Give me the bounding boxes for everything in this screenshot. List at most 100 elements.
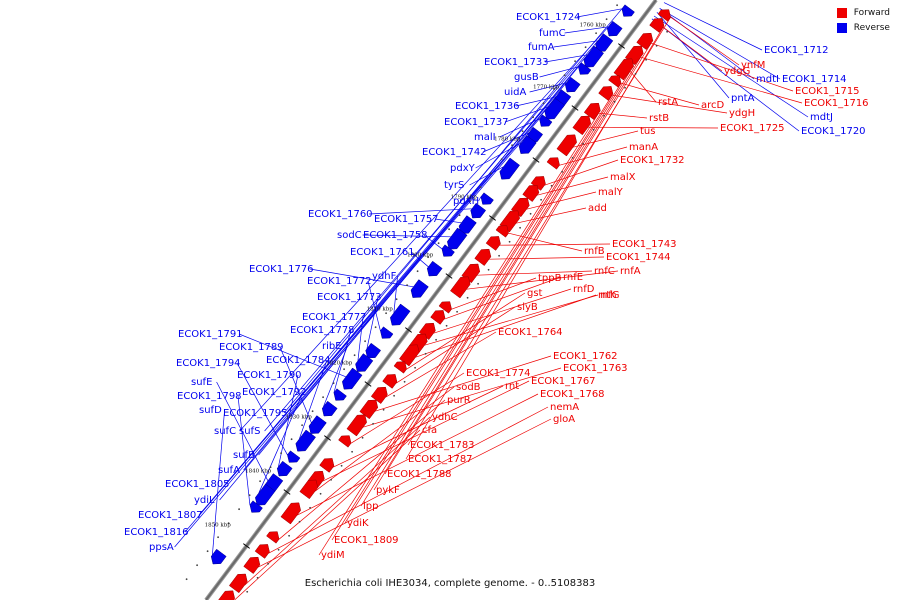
- reverse-gene-arrow: [470, 202, 487, 219]
- legend-reverse-label: Reverse: [853, 23, 890, 33]
- reverse-label-leader: [264, 40, 599, 432]
- reverse-gene-arrow: [295, 429, 316, 452]
- reverse-gene-arrow: [380, 326, 394, 339]
- track-dot: [448, 228, 450, 231]
- forward-label-leader: [443, 276, 562, 320]
- reverse-label-leader: [323, 345, 348, 407]
- forward-gene-label: ECOK1_1767: [531, 376, 596, 387]
- forward-gene-label: malY: [598, 187, 624, 198]
- forward-gene-arrow: [228, 573, 248, 594]
- reverse-gene-label: ECOK1_1795: [223, 408, 288, 419]
- forward-label-leader: [278, 399, 446, 540]
- track-dot: [269, 466, 272, 469]
- reverse-gene-label: fumA: [528, 42, 555, 53]
- track-dot: [322, 396, 324, 399]
- reverse-gene-label: sufC: [214, 426, 236, 437]
- reverse-gene-arrow: [544, 97, 565, 120]
- track-dot: [469, 200, 471, 203]
- forward-label-leader: [526, 191, 597, 210]
- track-dot: [540, 198, 542, 201]
- kbp-tick-label: 1820 kbp: [326, 360, 353, 366]
- forward-label-leader: [598, 112, 648, 119]
- kbp-tick-label: 1830 kbp: [286, 414, 313, 420]
- track-dot: [584, 46, 587, 49]
- reverse-gene-label: ECOK1_1790: [237, 370, 302, 381]
- forward-gene-label: ECOK1_1725: [720, 123, 785, 134]
- track-dot: [624, 86, 626, 89]
- reverse-gene-arrow: [578, 62, 592, 75]
- reverse-gene-arrow: [321, 400, 338, 417]
- forward-label-leader: [451, 277, 537, 310]
- track-dot: [246, 590, 249, 593]
- forward-gene-label: ECOK1_1774: [466, 368, 531, 379]
- track-dot: [529, 212, 532, 215]
- reverse-gene-label: ECOK1_1776: [249, 264, 314, 275]
- kbp-tick-label: 1780 kbp: [494, 136, 521, 142]
- kbp-tick-label: 1840 kbp: [245, 468, 272, 474]
- track-dot: [185, 578, 188, 581]
- forward-label-leader: [373, 57, 641, 491]
- reverse-gene-label: ECOK1_1758: [363, 230, 428, 241]
- track-dot: [477, 282, 479, 285]
- track-dot: [445, 324, 448, 327]
- forward-gene-label: rnfD: [573, 284, 595, 295]
- reverse-label-leader: [212, 409, 225, 555]
- backbone-line: [205, 0, 657, 600]
- forward-label-leader: [322, 380, 530, 482]
- track-dot: [406, 284, 408, 287]
- reverse-label-leader: [278, 374, 299, 467]
- track-dot: [340, 464, 343, 467]
- forward-gene-arrow: [546, 157, 560, 170]
- track-dot: [613, 100, 616, 103]
- reverse-gene-label: ECOK1_1777: [302, 312, 367, 323]
- forward-gene-arrow: [649, 18, 665, 33]
- track-dot: [353, 354, 356, 357]
- reverse-gene-label: ribE: [322, 341, 342, 352]
- forward-gene-arrow: [485, 236, 501, 251]
- forward-label-leader: [331, 95, 613, 541]
- forward-gene-arrow: [572, 115, 592, 136]
- forward-gene-label: malX: [610, 172, 636, 183]
- forward-label-leader: [489, 256, 605, 260]
- forward-gene-label: ECOK1_1762: [553, 351, 618, 362]
- forward-gene-label: rnfA: [620, 266, 641, 277]
- reverse-label-leader: [504, 106, 549, 123]
- kbp-tick-label: 1850 kbp: [205, 522, 232, 528]
- kbp-tick-label: 1790 kbp: [451, 194, 478, 200]
- track-dot: [571, 156, 574, 159]
- reverse-label-leader: [576, 8, 622, 18]
- reverse-gene-label: sufE: [191, 377, 212, 388]
- forward-gene-arrows: [218, 9, 671, 600]
- track-dot: [238, 508, 241, 511]
- forward-gene-label: ECOK1_1732: [620, 155, 685, 166]
- track-dot: [574, 60, 576, 63]
- forward-gene-arrow: [657, 9, 671, 22]
- reverse-label-leader: [478, 196, 482, 202]
- forward-gene-label: ECOK1_1809: [334, 535, 399, 546]
- forward-gene-label: gst: [527, 288, 543, 299]
- reverse-gene-arrow: [210, 548, 227, 565]
- reverse-label-leader: [368, 208, 472, 215]
- kbp-tick-mark: [364, 381, 372, 387]
- reverse-label-leader: [299, 359, 328, 439]
- reverse-gene-label: fumC: [539, 28, 566, 39]
- forward-gene-label: ECOK1_1744: [606, 252, 671, 263]
- forward-gene-arrow: [299, 479, 319, 500]
- forward-label-leader: [405, 27, 664, 460]
- forward-label-leader: [650, 42, 794, 92]
- track-dot: [424, 352, 427, 355]
- reverse-label-leader: [564, 26, 609, 34]
- reverse-gene-label: ECOK1_1807: [138, 510, 203, 521]
- forward-label-leader: [296, 393, 539, 516]
- forward-label-leader: [395, 306, 516, 384]
- track-dot: [288, 534, 290, 537]
- forward-label-leader: [612, 94, 728, 114]
- forward-gene-label: ydiK: [347, 518, 369, 529]
- forward-gene-arrow: [254, 544, 270, 559]
- forward-gene-label: slyB: [517, 302, 538, 313]
- reverse-label-leader: [366, 296, 379, 349]
- reverse-label-leader: [236, 362, 288, 455]
- track-dot: [616, 4, 618, 7]
